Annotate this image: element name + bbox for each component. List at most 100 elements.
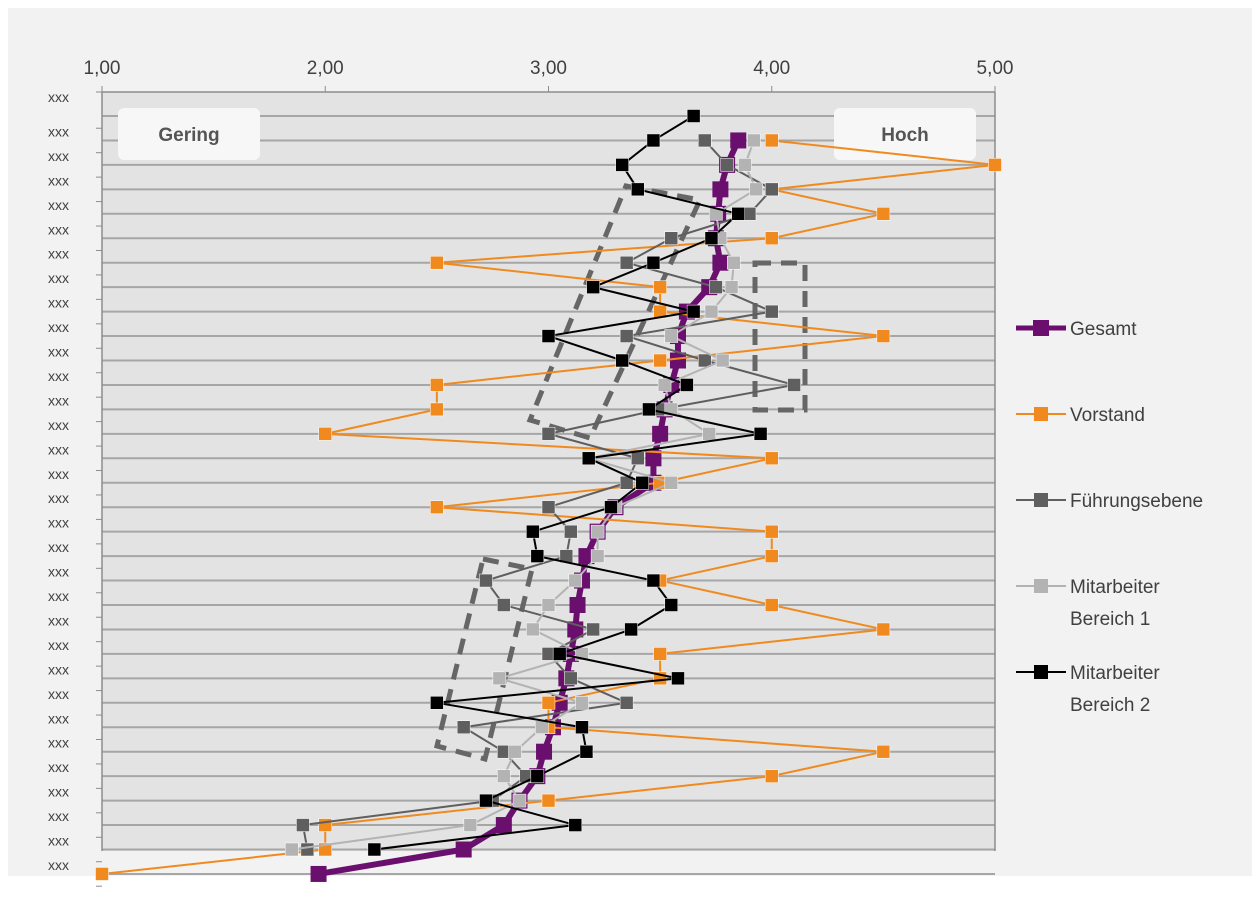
data-point xyxy=(664,329,679,343)
data-point xyxy=(430,402,444,417)
y-tick-label: xxx xyxy=(48,490,69,506)
y-tick-label: xxx xyxy=(48,221,69,237)
legend-fuehrung-marker xyxy=(1034,493,1048,507)
series-2 xyxy=(296,133,801,857)
data-point xyxy=(698,133,712,148)
y-tick-label: xxx xyxy=(48,392,69,408)
data-point xyxy=(702,427,716,441)
data-point xyxy=(530,549,545,563)
data-point xyxy=(568,573,583,588)
y-tick-label: xxx xyxy=(48,417,69,433)
data-point xyxy=(95,867,109,881)
data-point xyxy=(541,696,556,710)
data-point xyxy=(653,353,667,368)
y-tick-label: xxx xyxy=(48,123,69,139)
y-tick-label: xxx xyxy=(48,564,69,580)
data-point xyxy=(590,549,605,563)
y-tick-label: xxx xyxy=(48,710,69,726)
x-tick-label: 1,00 xyxy=(84,58,121,79)
y-tick-label: xxx xyxy=(48,246,69,262)
data-point xyxy=(497,769,511,783)
data-point xyxy=(552,647,567,661)
y-tick-label: xxx xyxy=(48,368,69,384)
y-tick-label: xxx xyxy=(48,197,69,213)
data-point xyxy=(646,573,661,588)
data-point xyxy=(653,647,667,661)
legend-bereich2-label-1: Mitarbeiter xyxy=(1070,663,1160,684)
data-point xyxy=(988,158,1002,172)
data-point xyxy=(765,524,779,539)
legend-gesamt-marker xyxy=(1033,320,1049,336)
data-point xyxy=(709,207,723,221)
data-point xyxy=(568,818,583,832)
data-point xyxy=(541,329,556,343)
hoch-box xyxy=(834,108,976,160)
data-point xyxy=(765,549,779,563)
data-point xyxy=(727,255,741,270)
data-point xyxy=(731,207,746,221)
data-point xyxy=(579,744,594,759)
hoch-label: Hoch xyxy=(881,125,929,146)
data-point xyxy=(285,842,299,857)
data-point xyxy=(530,769,545,783)
data-point xyxy=(296,818,310,832)
data-point xyxy=(765,231,779,245)
data-point xyxy=(430,378,444,392)
data-point xyxy=(787,378,801,392)
y-tick-label: xxx xyxy=(48,857,69,873)
legend-vorstand-marker xyxy=(1034,407,1048,421)
y-tick-label: xxx xyxy=(48,539,69,555)
data-point xyxy=(720,158,734,172)
y-tick-label: xxx xyxy=(48,466,69,482)
data-point xyxy=(664,598,679,612)
legend-bereich2-marker xyxy=(1034,665,1048,679)
data-point xyxy=(564,671,578,686)
data-point xyxy=(642,402,656,417)
y-tick-label: xxx xyxy=(48,172,69,188)
gering-box xyxy=(118,108,260,160)
legend-bereich1-label-1: Mitarbeiter xyxy=(1070,577,1160,598)
data-point xyxy=(765,769,779,783)
y-tick-label: xxx xyxy=(48,588,69,604)
y-tick-label: xxx xyxy=(48,833,69,849)
data-point xyxy=(310,865,327,882)
data-point xyxy=(686,109,701,123)
data-point xyxy=(615,353,629,368)
data-point xyxy=(724,280,739,294)
data-point xyxy=(619,696,634,710)
data-point xyxy=(569,597,586,613)
data-point xyxy=(456,720,471,734)
data-point xyxy=(671,671,685,686)
data-point xyxy=(765,304,779,319)
data-point xyxy=(508,744,522,759)
y-tick-label: xxx xyxy=(48,612,69,628)
data-point xyxy=(463,818,478,832)
data-point xyxy=(635,476,650,490)
data-point xyxy=(624,622,638,637)
data-point xyxy=(704,304,719,319)
y-tick-label: xxx xyxy=(48,735,69,751)
legend-vorstand-label: Vorstand xyxy=(1070,405,1145,426)
data-point xyxy=(664,476,679,490)
highlight-region-2 xyxy=(752,260,808,413)
x-tick-label: 5,00 xyxy=(977,58,1014,79)
y-tick-label: xxx xyxy=(48,441,69,457)
data-point xyxy=(749,182,763,197)
data-point xyxy=(712,254,729,271)
data-point xyxy=(669,352,686,369)
data-point xyxy=(686,304,701,319)
data-point xyxy=(430,255,444,270)
data-point xyxy=(653,280,667,294)
gering-label: Gering xyxy=(158,125,219,146)
data-point xyxy=(564,524,578,539)
y-tick-label: xxx xyxy=(48,686,69,702)
x-tick-label: 3,00 xyxy=(530,58,567,79)
data-point xyxy=(765,133,779,148)
data-point xyxy=(664,231,679,245)
data-point xyxy=(367,842,382,857)
y-tick-label: xxx xyxy=(48,148,69,164)
legend-bereich1-marker xyxy=(1034,579,1048,593)
y-tick-label: xxx xyxy=(48,89,69,105)
data-point xyxy=(430,500,444,514)
